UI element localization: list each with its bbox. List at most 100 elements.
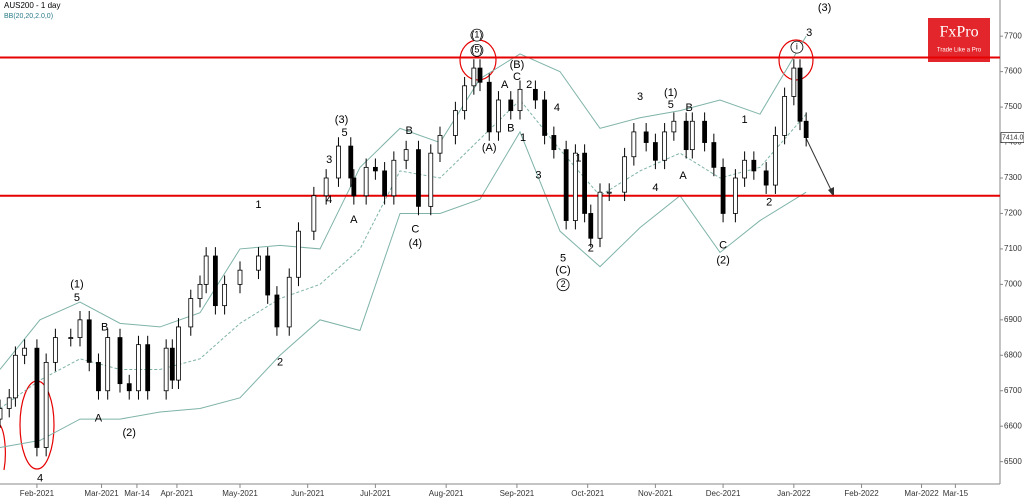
candle-body <box>720 166 726 214</box>
wave-label: (C) <box>555 264 570 276</box>
candle-body <box>496 99 501 133</box>
candle-body <box>169 347 175 381</box>
wave-label: A <box>95 413 103 425</box>
candle-body <box>471 67 477 87</box>
candle-body <box>6 397 12 409</box>
candle-body <box>96 361 101 392</box>
x-tick-label: Jun-2021 <box>291 489 325 498</box>
indicator-label: BB(20,20,2.0,0) <box>4 13 53 20</box>
candle-body <box>416 149 421 207</box>
wave-label: 2 <box>526 79 532 91</box>
x-tick-label: Mar-2022 <box>904 489 939 498</box>
candle-body <box>0 408 3 420</box>
y-tick-label: 7700 <box>1004 31 1022 40</box>
wave-label: (1) <box>471 29 482 39</box>
last-price-tag <box>1000 132 1024 143</box>
y-tick-label: 7500 <box>1004 102 1022 111</box>
candle-body <box>68 337 74 339</box>
candle-body <box>256 255 261 271</box>
candle-body <box>742 159 748 179</box>
candle-body <box>117 337 123 385</box>
x-tick-label: Apr-2021 <box>160 489 193 498</box>
candle-body <box>372 166 378 172</box>
candle-body <box>702 120 708 143</box>
candle-body <box>622 156 628 193</box>
candle-body <box>126 383 132 392</box>
candle-body <box>606 191 612 194</box>
candle-body <box>52 337 58 363</box>
y-tick-label: 6700 <box>1004 386 1022 395</box>
candle-body <box>265 255 271 296</box>
candle-body <box>363 166 369 197</box>
wave-label: 4 <box>37 473 43 485</box>
x-tick-label: Oct-2021 <box>571 489 604 498</box>
x-tick-label: Feb-2022 <box>844 489 879 498</box>
band-line <box>0 35 807 370</box>
candle-body <box>86 319 92 363</box>
x-tick-label: May-2021 <box>222 489 258 498</box>
band-line <box>0 99 807 409</box>
wave-label: 1 <box>575 152 581 164</box>
y-tick-label: 7000 <box>1004 279 1022 288</box>
candle-body <box>782 96 788 136</box>
candle-body <box>772 135 778 186</box>
candle-body <box>689 120 695 151</box>
wave-label: (2) <box>716 255 729 267</box>
candle-body <box>643 131 649 143</box>
x-tick-label: Nov-2021 <box>638 489 673 498</box>
candle-body <box>222 283 228 307</box>
wave-label: 2 <box>561 279 566 289</box>
y-tick-label: 7200 <box>1004 209 1022 218</box>
candle-body <box>296 230 301 278</box>
candle-body <box>403 149 409 161</box>
candle-body <box>203 255 209 285</box>
y-tick-label: 7600 <box>1004 67 1022 76</box>
arrow-head <box>828 187 834 197</box>
candle-body <box>311 195 317 232</box>
wave-label: (1) <box>70 279 83 291</box>
last-price-label: 7414.00 <box>1002 134 1024 141</box>
candle-body <box>351 177 357 197</box>
candle-body <box>597 191 603 239</box>
candle-body <box>732 177 738 214</box>
wave-label: C <box>719 239 727 251</box>
x-tick-label: Mar-15 <box>943 489 969 498</box>
wave-label: 5 <box>342 127 348 139</box>
candle-body <box>212 255 218 307</box>
candle-body <box>572 152 578 221</box>
y-tick-label: 6500 <box>1004 457 1022 466</box>
candle-body <box>105 337 111 392</box>
candle-body <box>582 152 588 214</box>
wave-label: B <box>686 102 693 114</box>
candle-body <box>803 120 809 138</box>
projection-arrow <box>805 137 833 193</box>
candle-body <box>136 344 141 392</box>
wave-label: 5 <box>560 252 566 264</box>
logo-title: FxPro <box>939 24 978 41</box>
wave-label: (A) <box>482 142 497 154</box>
wave-label: (3) <box>335 114 348 126</box>
wave-label: A <box>501 79 509 91</box>
wave-label: (3) <box>818 2 831 14</box>
chart-title: AUS200 - 1 day <box>4 1 60 10</box>
y-tick-label: 7300 <box>1004 173 1022 182</box>
wave-label: 5 <box>668 99 674 111</box>
wave-label: 3 <box>637 91 643 103</box>
candle-body <box>43 361 49 448</box>
candle-body <box>348 145 354 179</box>
wave-label: (5) <box>471 45 482 55</box>
candle-body <box>683 120 689 151</box>
x-tick-label: Sep-2021 <box>500 489 535 498</box>
x-tick-label: Mar-2021 <box>84 489 119 498</box>
annotation-circle <box>470 28 484 42</box>
x-tick-label: Feb-2021 <box>20 489 55 498</box>
x-tick-label: Jan-2022 <box>777 489 811 498</box>
band-line <box>0 130 807 448</box>
candle-body <box>711 142 717 168</box>
annotation-circle <box>790 40 804 54</box>
candle-body <box>77 319 83 338</box>
wave-label: B <box>507 122 514 134</box>
candle-body <box>517 88 523 112</box>
